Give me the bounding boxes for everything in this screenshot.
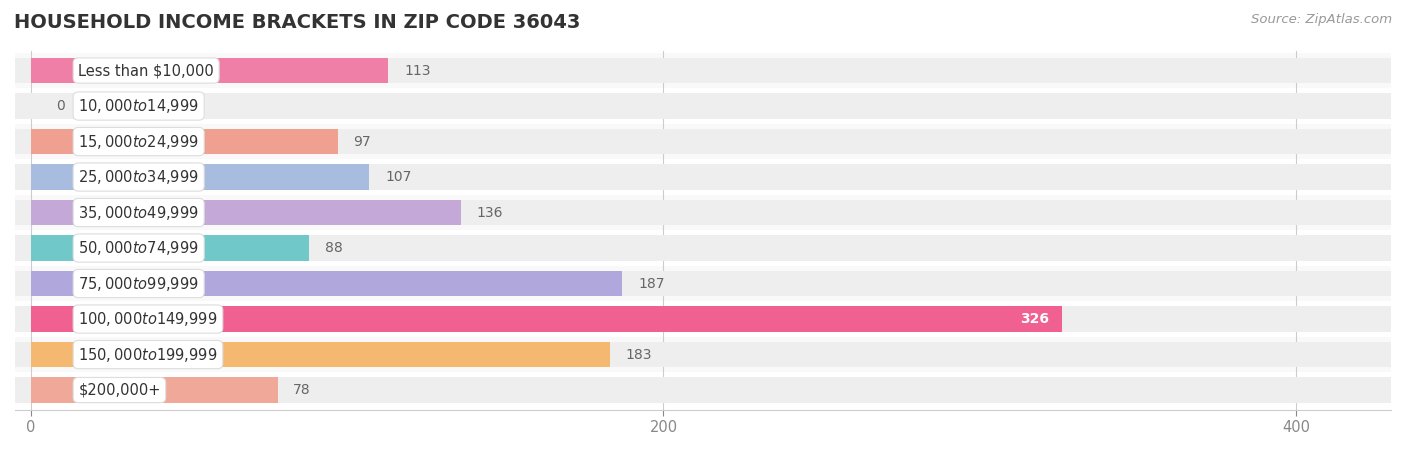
Bar (15, 195, 1391, 230)
Bar (15, 266, 1391, 302)
Text: $35,000 to $49,999: $35,000 to $49,999 (79, 203, 200, 221)
Bar (31, 164, 370, 190)
Bar (15, 164, 1391, 190)
Text: $75,000 to $99,999: $75,000 to $99,999 (79, 274, 200, 292)
Text: $10,000 to $14,999: $10,000 to $14,999 (79, 97, 200, 115)
Bar (15, 337, 1391, 372)
Bar (15, 306, 1391, 332)
Text: 187: 187 (638, 277, 665, 291)
Bar (15, 271, 1391, 297)
Bar (15, 53, 1391, 88)
Text: $150,000 to $199,999: $150,000 to $199,999 (79, 346, 218, 364)
Bar (15, 124, 1391, 159)
Text: 136: 136 (477, 206, 503, 220)
Text: 326: 326 (1021, 312, 1049, 326)
Bar (15, 159, 1391, 195)
Bar (15, 88, 1391, 124)
Text: $50,000 to $74,999: $50,000 to $74,999 (79, 239, 200, 257)
Bar (31, 200, 461, 225)
Text: 0: 0 (56, 99, 65, 113)
Bar (31, 129, 337, 154)
Bar (15, 129, 1391, 154)
Text: 88: 88 (325, 241, 343, 255)
Text: 113: 113 (404, 63, 430, 77)
Bar (15, 377, 1391, 403)
Bar (31, 235, 309, 261)
Bar (15, 93, 1391, 119)
Text: 97: 97 (353, 135, 371, 148)
Bar (31, 58, 388, 83)
Bar (15, 342, 1391, 367)
Text: 78: 78 (294, 383, 311, 397)
Bar (15, 235, 1391, 261)
Bar (15, 302, 1391, 337)
Text: $100,000 to $149,999: $100,000 to $149,999 (79, 310, 218, 328)
Text: Source: ZipAtlas.com: Source: ZipAtlas.com (1251, 14, 1392, 27)
Bar (31, 377, 277, 403)
Bar (15, 372, 1391, 408)
Text: 183: 183 (626, 347, 652, 361)
Bar (15, 58, 1391, 83)
Text: HOUSEHOLD INCOME BRACKETS IN ZIP CODE 36043: HOUSEHOLD INCOME BRACKETS IN ZIP CODE 36… (14, 14, 581, 32)
Bar (15, 200, 1391, 225)
Text: $25,000 to $34,999: $25,000 to $34,999 (79, 168, 200, 186)
Text: 107: 107 (385, 170, 412, 184)
Bar (31, 306, 1062, 332)
Bar (31, 271, 623, 297)
Bar (15, 230, 1391, 266)
Text: $15,000 to $24,999: $15,000 to $24,999 (79, 133, 200, 151)
Bar (31, 342, 610, 367)
Text: $200,000+: $200,000+ (79, 382, 160, 397)
Text: Less than $10,000: Less than $10,000 (79, 63, 214, 78)
